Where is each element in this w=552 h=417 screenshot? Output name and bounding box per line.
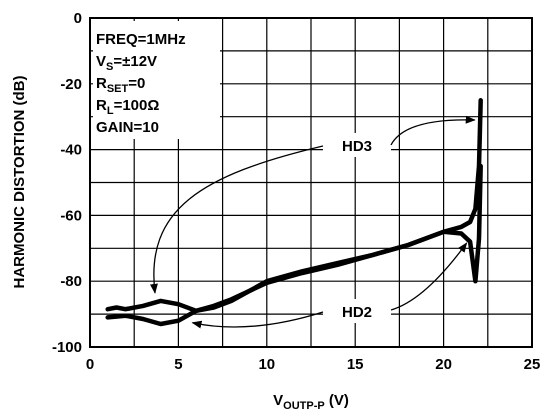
x-tick-label: 15 — [347, 356, 364, 373]
x-tick-label: 10 — [258, 356, 275, 373]
plot-frame — [89, 17, 533, 348]
series-label-hd2: HD2 — [342, 304, 372, 321]
series-labels: HD3 HD2 — [149, 115, 476, 329]
x-tick-label: 5 — [174, 356, 182, 373]
y-tick-label: -80 — [60, 273, 82, 290]
arrow-hd2-left — [191, 311, 324, 329]
grid — [90, 18, 532, 347]
series-lines — [105, 98, 483, 327]
label-bg-hd2 — [323, 299, 391, 323]
x-tick-label: 20 — [435, 356, 452, 373]
tick-labels: 0 5 10 15 20 25 0 -20 -40 -60 -80 -100 — [52, 10, 540, 373]
label-bg-hd3 — [323, 133, 391, 157]
y-tick-label: 0 — [74, 10, 82, 27]
series-line-hd2 — [105, 163, 483, 327]
condition-line: RSET=0 — [96, 75, 145, 95]
y-tick-label: -100 — [52, 339, 82, 356]
y-axis-label: HARMONIC DISTORTION (dB) — [11, 75, 28, 288]
condition-line: RL=100Ω — [96, 97, 159, 117]
series-label-hd3: HD3 — [342, 138, 372, 155]
conditions-background — [93, 21, 220, 139]
arrow-hd3-right — [390, 115, 476, 146]
x-axis-label: VOUTP-P (V) — [273, 392, 349, 412]
arrow-hd3-left — [149, 145, 324, 294]
condition-line: FREQ=1MHz — [96, 31, 186, 48]
condition-line: VS=±12V — [96, 53, 157, 73]
x-tick-label: 25 — [524, 356, 541, 373]
y-tick-label: -20 — [60, 76, 82, 93]
y-tick-label: -60 — [60, 207, 82, 224]
condition-line: GAIN=10 — [96, 119, 159, 136]
y-tick-label: -40 — [60, 142, 82, 159]
arrow-hd2-right — [390, 242, 468, 311]
x-tick-label: 0 — [86, 356, 94, 373]
